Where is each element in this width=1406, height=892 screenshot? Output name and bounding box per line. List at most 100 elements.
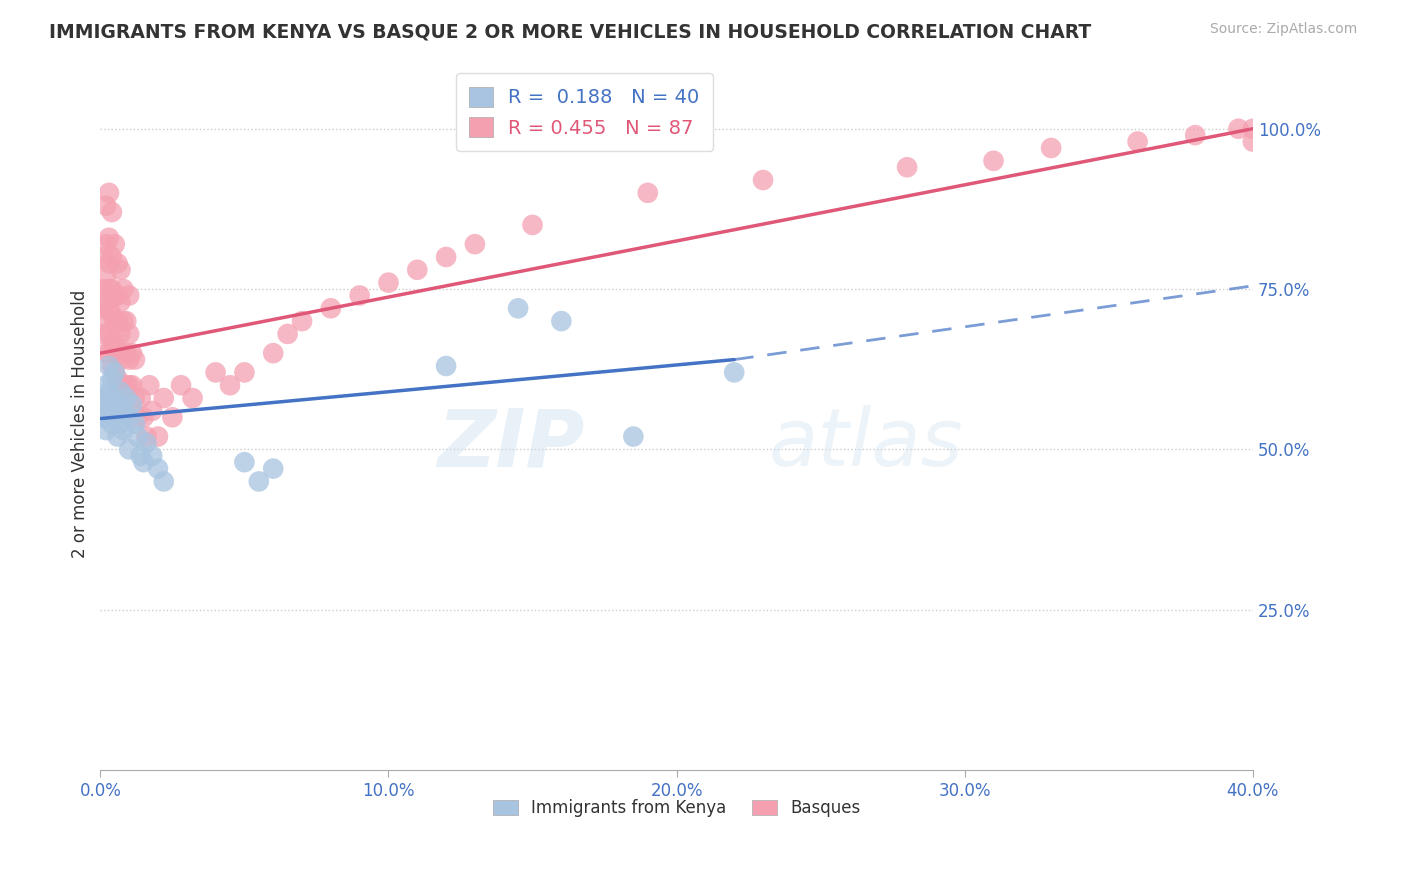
Point: [94, 294, 117, 309]
Point: [104, 237, 127, 252]
Point: [121, 346, 143, 360]
Point: [110, 384, 132, 399]
Point: [896, 160, 918, 174]
Point: [98, 326, 121, 341]
Point: [752, 173, 775, 187]
Point: [124, 417, 146, 431]
Point: [91, 326, 114, 341]
Point: [115, 314, 138, 328]
Point: [98, 359, 121, 373]
Text: Source: ZipAtlas.com: Source: ZipAtlas.com: [1209, 22, 1357, 37]
Point: [112, 282, 135, 296]
Point: [132, 410, 155, 425]
Y-axis label: 2 or more Vehicles in Household: 2 or more Vehicles in Household: [72, 290, 89, 558]
Point: [146, 429, 169, 443]
Point: [104, 366, 127, 380]
Point: [112, 423, 135, 437]
Point: [94, 199, 117, 213]
Point: [104, 288, 127, 302]
Point: [115, 378, 138, 392]
Point: [101, 359, 124, 373]
Point: [141, 449, 163, 463]
Point: [983, 153, 1005, 168]
Point: [107, 346, 129, 360]
Point: [94, 391, 117, 405]
Point: [98, 282, 121, 296]
Point: [104, 340, 127, 354]
Point: [204, 366, 226, 380]
Point: [550, 314, 572, 328]
Point: [152, 475, 174, 489]
Point: [110, 417, 132, 431]
Point: [101, 205, 124, 219]
Point: [98, 346, 121, 360]
Point: [94, 269, 117, 284]
Point: [115, 346, 138, 360]
Point: [101, 250, 124, 264]
Point: [247, 475, 270, 489]
Text: ZIP: ZIP: [437, 406, 585, 483]
Point: [1184, 128, 1206, 143]
Point: [112, 346, 135, 360]
Point: [118, 352, 141, 367]
Point: [98, 231, 121, 245]
Point: [291, 314, 314, 328]
Point: [104, 410, 127, 425]
Point: [101, 417, 124, 431]
Point: [104, 314, 127, 328]
Legend: Immigrants from Kenya, Basques: Immigrants from Kenya, Basques: [486, 793, 868, 824]
Point: [129, 391, 152, 405]
Point: [98, 404, 121, 418]
Point: [127, 429, 149, 443]
Point: [121, 397, 143, 411]
Point: [112, 378, 135, 392]
Point: [233, 455, 256, 469]
Point: [104, 366, 127, 380]
Point: [112, 404, 135, 418]
Point: [132, 455, 155, 469]
Point: [262, 346, 284, 360]
Point: [107, 256, 129, 270]
Point: [98, 256, 121, 270]
Point: [101, 282, 124, 296]
Point: [94, 423, 117, 437]
Point: [1040, 141, 1063, 155]
Point: [107, 397, 129, 411]
Point: [277, 326, 299, 341]
Point: [181, 391, 204, 405]
Point: [101, 397, 124, 411]
Point: [141, 404, 163, 418]
Point: [118, 288, 141, 302]
Point: [110, 262, 132, 277]
Point: [621, 429, 644, 443]
Point: [406, 262, 429, 277]
Point: [94, 346, 117, 360]
Point: [127, 410, 149, 425]
Text: atlas: atlas: [769, 406, 963, 483]
Point: [319, 301, 342, 316]
Point: [1241, 121, 1264, 136]
Point: [522, 218, 544, 232]
Point: [464, 237, 486, 252]
Point: [91, 397, 114, 411]
Point: [152, 391, 174, 405]
Point: [349, 288, 371, 302]
Point: [124, 352, 146, 367]
Point: [135, 429, 157, 443]
Point: [508, 301, 530, 316]
Point: [219, 378, 242, 392]
Point: [101, 372, 124, 386]
Point: [98, 186, 121, 200]
Point: [146, 461, 169, 475]
Point: [104, 391, 127, 405]
Point: [112, 314, 135, 328]
Point: [110, 326, 132, 341]
Point: [135, 436, 157, 450]
Point: [101, 334, 124, 348]
Point: [107, 429, 129, 443]
Point: [723, 366, 745, 380]
Point: [94, 314, 117, 328]
Text: IMMIGRANTS FROM KENYA VS BASQUE 2 OR MORE VEHICLES IN HOUSEHOLD CORRELATION CHAR: IMMIGRANTS FROM KENYA VS BASQUE 2 OR MOR…: [49, 22, 1091, 41]
Point: [637, 186, 659, 200]
Point: [107, 288, 129, 302]
